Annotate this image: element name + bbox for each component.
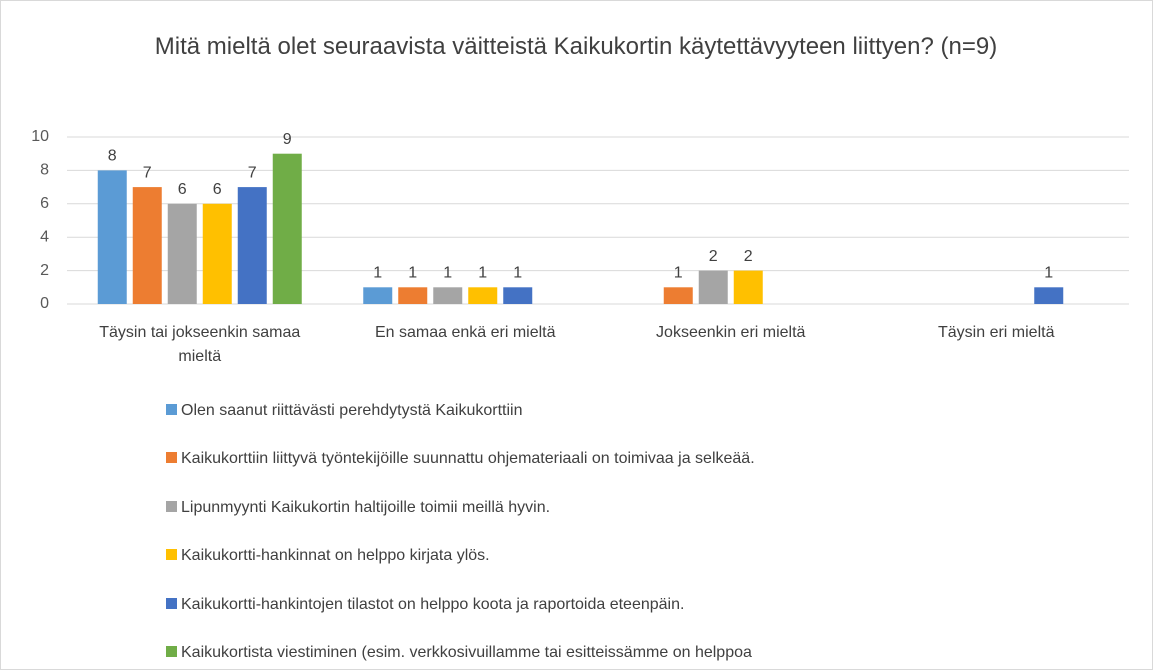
bar xyxy=(733,270,763,304)
legend-label: Kaikukortti-hankintojen tilastot on help… xyxy=(181,595,685,613)
value-label: 9 xyxy=(283,131,292,148)
value-label: 1 xyxy=(513,265,522,282)
value-label: 2 xyxy=(744,248,753,265)
legend-label: Kaikukorttiin liittyvä työntekijöille su… xyxy=(181,450,755,468)
bar xyxy=(433,287,463,304)
y-tick-label: 10 xyxy=(31,128,49,145)
bar xyxy=(468,287,498,304)
legend-label: Lipunmyynti Kaikukortin haltijoille toim… xyxy=(181,498,551,516)
bar xyxy=(202,203,232,304)
value-label: 1 xyxy=(674,265,683,282)
legend-item: Kaikukortista viestiminen (esim. verkkos… xyxy=(166,644,752,662)
bar xyxy=(663,287,693,304)
legend-swatch xyxy=(166,404,177,415)
legend-item: Kaikukortti-hankinnat on helppo kirjata … xyxy=(166,547,490,565)
legend-item: Olen saanut riittävästi perehdytystä Kai… xyxy=(166,402,523,420)
bar xyxy=(237,187,267,304)
bar xyxy=(363,287,393,304)
value-label: 1 xyxy=(408,265,417,282)
bar xyxy=(398,287,428,304)
legend-item: Lipunmyynti Kaikukortin haltijoille toim… xyxy=(166,499,550,517)
value-label: 7 xyxy=(143,164,152,181)
chart-title: Mitä mieltä olet seuraavista väitteistä … xyxy=(154,33,998,60)
value-label: 7 xyxy=(248,164,257,181)
bar xyxy=(698,270,728,304)
value-label: 1 xyxy=(1044,265,1053,282)
legend-label: Kaikukortista viestiminen (esim. verkkos… xyxy=(181,644,752,661)
value-label: 1 xyxy=(443,265,452,282)
y-tick-label: 2 xyxy=(40,262,49,279)
value-label: 6 xyxy=(213,181,222,198)
legend-label: Olen saanut riittävästi perehdytystä Kai… xyxy=(181,402,523,419)
legend-swatch xyxy=(166,549,177,561)
value-label: 1 xyxy=(478,265,487,282)
bar xyxy=(272,153,302,304)
x-tick-label: En samaa enkä eri mieltä xyxy=(374,324,556,341)
y-tick-label: 6 xyxy=(40,195,49,212)
bar xyxy=(503,287,533,304)
legend-swatch xyxy=(166,597,177,609)
bar xyxy=(97,170,127,304)
legend-item: Kaikukorttiin liittyvä työntekijöille su… xyxy=(166,450,755,468)
y-tick-label: 4 xyxy=(40,228,49,245)
legend-swatch xyxy=(166,500,177,512)
value-label: 6 xyxy=(178,181,187,198)
bar xyxy=(132,187,162,304)
value-label: 2 xyxy=(709,248,718,265)
legend-swatch xyxy=(166,646,177,657)
legend-item: Kaikukortti-hankintojen tilastot on help… xyxy=(166,596,684,614)
bar xyxy=(1034,287,1064,304)
x-tick-label: Täysin eri mieltä xyxy=(938,324,1055,341)
legend-label: Kaikukortti-hankinnat on helppo kirjata … xyxy=(181,547,490,565)
bar xyxy=(167,203,197,304)
value-label: 1 xyxy=(373,265,382,282)
value-label: 8 xyxy=(108,148,117,165)
x-tick-label: Jokseenkin eri mieltä xyxy=(656,324,806,341)
x-tick-label: Täysin tai jokseenkin samaa mieltä xyxy=(99,324,301,365)
y-tick-label: 8 xyxy=(40,162,49,179)
legend-swatch xyxy=(166,452,177,464)
y-tick-label: 0 xyxy=(40,295,49,312)
